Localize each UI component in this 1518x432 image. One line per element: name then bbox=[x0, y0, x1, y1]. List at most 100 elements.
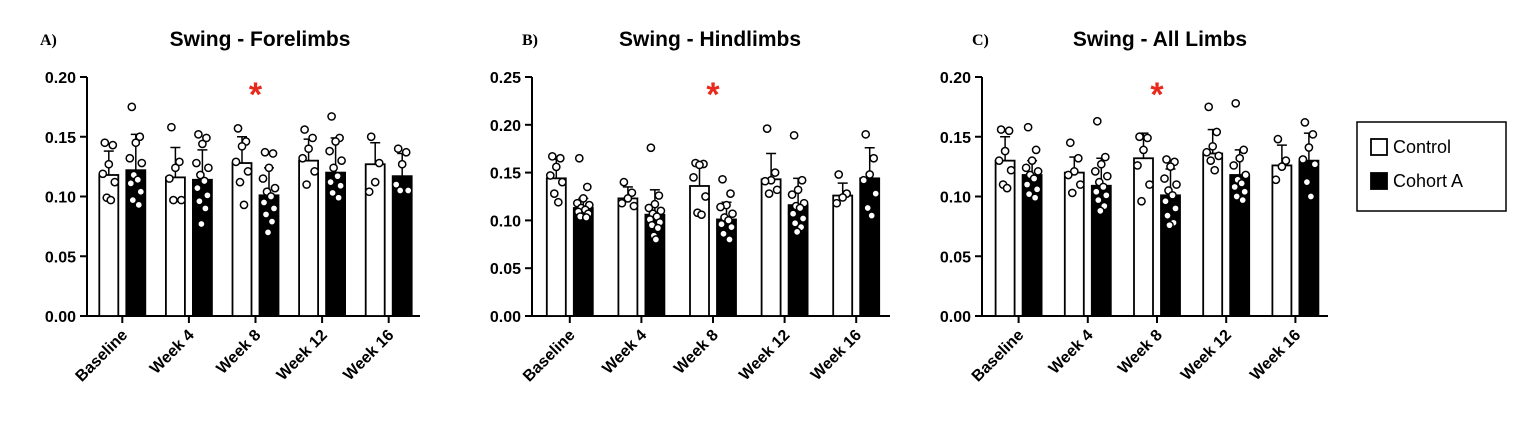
data-point bbox=[788, 209, 798, 219]
data-point bbox=[797, 175, 807, 185]
data-point bbox=[1101, 190, 1111, 200]
data-point bbox=[391, 180, 401, 189]
data-point bbox=[697, 210, 706, 220]
data-point bbox=[175, 157, 184, 167]
y-tick-label: 0.15 bbox=[45, 130, 76, 147]
data-point bbox=[98, 169, 108, 179]
data-point bbox=[1235, 153, 1245, 163]
data-point bbox=[1135, 132, 1144, 142]
data-point bbox=[203, 190, 212, 200]
data-point bbox=[792, 227, 802, 237]
data-point bbox=[629, 201, 639, 211]
panel-label: A) bbox=[40, 32, 57, 49]
data-point bbox=[725, 235, 734, 244]
x-category-label: Week 16 bbox=[808, 327, 865, 384]
data-point bbox=[695, 160, 704, 170]
data-point bbox=[300, 125, 309, 134]
data-point bbox=[128, 195, 138, 205]
data-point bbox=[865, 170, 875, 179]
data-point bbox=[393, 144, 403, 154]
data-point bbox=[718, 174, 727, 184]
y-tick-label: 0.10 bbox=[45, 190, 76, 207]
data-point bbox=[366, 132, 376, 142]
data-point bbox=[1273, 134, 1283, 144]
data-point bbox=[1133, 161, 1142, 170]
data-point bbox=[364, 187, 374, 197]
y-tick-label: 0.15 bbox=[940, 130, 971, 147]
x-category-label: Week 8 bbox=[671, 327, 722, 378]
data-point bbox=[1281, 156, 1291, 165]
data-point bbox=[549, 189, 559, 198]
data-point bbox=[1033, 167, 1043, 176]
data-point bbox=[1277, 162, 1287, 171]
data-point bbox=[1230, 182, 1240, 192]
data-point bbox=[136, 187, 146, 197]
data-point bbox=[726, 189, 735, 198]
legend-label-cohort-a: Cohort A bbox=[1393, 171, 1463, 191]
data-point bbox=[996, 125, 1006, 134]
x-category-label: Week 4 bbox=[1046, 327, 1097, 378]
data-point bbox=[834, 170, 844, 179]
data-point bbox=[1229, 161, 1239, 170]
bar-control bbox=[617, 197, 639, 317]
data-point bbox=[334, 193, 343, 203]
data-point bbox=[1163, 211, 1172, 220]
data-point bbox=[1162, 155, 1171, 164]
y-tick-label: 0.25 bbox=[490, 70, 521, 87]
y-tick-label: 0.05 bbox=[490, 261, 521, 278]
data-point bbox=[1139, 145, 1148, 155]
data-point bbox=[1304, 143, 1314, 152]
data-point bbox=[1306, 192, 1316, 201]
data-point bbox=[789, 130, 799, 140]
significance-asterisk: * bbox=[1150, 76, 1164, 114]
data-point bbox=[653, 223, 663, 233]
data-point bbox=[1096, 159, 1106, 169]
data-point bbox=[553, 197, 563, 207]
data-point bbox=[617, 198, 627, 208]
data-point bbox=[308, 133, 317, 143]
data-point bbox=[547, 151, 557, 161]
panel-label: B) bbox=[522, 32, 538, 49]
data-point bbox=[719, 229, 728, 239]
data-point bbox=[397, 159, 407, 169]
y-tick-label: 0.00 bbox=[490, 309, 521, 326]
data-point bbox=[100, 138, 110, 148]
data-point bbox=[574, 153, 584, 163]
chart-panel-3: C) Swing - All Limbs 0.00 0.05 0.10 0.15 0.20 B… bbox=[940, 28, 1328, 385]
bar-control bbox=[760, 178, 782, 317]
data-point bbox=[231, 157, 241, 167]
x-category-label: Week 4 bbox=[147, 327, 198, 378]
data-point bbox=[325, 146, 334, 156]
x-category-label: Baseline bbox=[73, 327, 132, 386]
data-point bbox=[555, 153, 565, 163]
data-point bbox=[582, 182, 592, 192]
data-point bbox=[1204, 102, 1214, 112]
data-point bbox=[838, 193, 848, 202]
data-point bbox=[581, 213, 591, 222]
data-point bbox=[1000, 146, 1010, 156]
data-point bbox=[200, 176, 209, 186]
data-point bbox=[1067, 188, 1077, 198]
panel-label: C) bbox=[972, 32, 989, 49]
data-point bbox=[192, 158, 201, 168]
bar-cohort-a bbox=[572, 207, 594, 317]
chart-panels: A) Swing - Forelimbs0.000.050.100.150.20B… bbox=[40, 28, 1328, 385]
data-point bbox=[263, 228, 273, 237]
data-point bbox=[1298, 155, 1308, 164]
data-point bbox=[701, 192, 710, 201]
data-point bbox=[1093, 195, 1103, 205]
data-point bbox=[793, 185, 803, 195]
data-point bbox=[197, 219, 206, 229]
x-category-label: Week 4 bbox=[599, 327, 650, 378]
data-point bbox=[125, 153, 135, 163]
x-category-label: Week 16 bbox=[1247, 327, 1304, 384]
panel-title: Swing - All Limbs bbox=[1073, 28, 1247, 51]
data-point bbox=[261, 210, 271, 219]
data-point bbox=[131, 138, 141, 148]
data-point bbox=[177, 195, 186, 205]
data-point bbox=[134, 200, 144, 210]
data-point bbox=[202, 133, 211, 143]
data-point bbox=[545, 171, 555, 180]
data-point bbox=[717, 219, 726, 229]
